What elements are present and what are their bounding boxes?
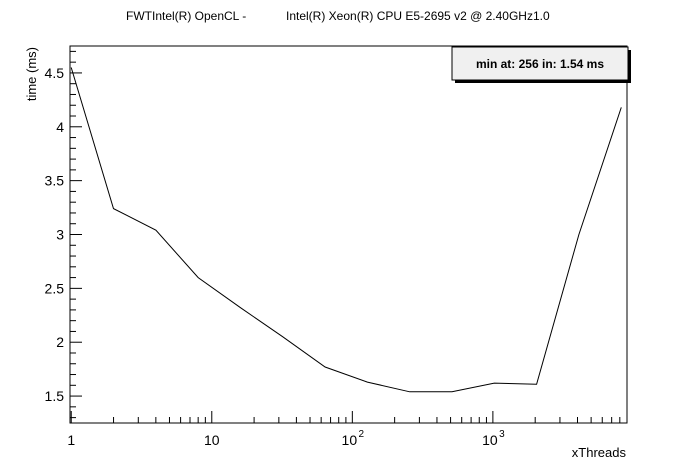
legend-box: min at: 256 in: 1.54 ms [451,46,631,83]
chart-title-left: FWTIntel(R) OpenCL - [126,9,246,23]
plot-frame [69,45,628,424]
x-axis-label: xThreads [572,445,627,460]
y-tick-label: 3.5 [45,173,65,189]
y-tick-label: 2.5 [45,280,65,296]
x-tick-label: 10 [342,432,358,448]
series-line [70,67,622,393]
legend-panel [451,46,629,81]
y-tick-label: 2 [56,334,64,350]
x-tick-exponent: 3 [499,429,505,440]
y-tick-label: 1.5 [45,388,65,404]
x-tick-label: 1 [67,432,75,448]
y-axis-ticks: 1.5 2 2.5 3 3.5 4 4.5 [45,50,82,419]
y-tick-label: 3 [56,227,64,243]
chart-title-right: Intel(R) Xeon(R) CPU E5-2695 v2 @ 2.40GH… [286,9,550,23]
x-tick-exponent: 2 [359,429,365,440]
y-tick-label: 4 [56,119,64,135]
series-layer [70,67,622,393]
x-tick-label: 10 [482,432,498,448]
y-axis-label: time (ms) [24,47,39,101]
x-tick-label: 10 [204,432,220,448]
x-axis-ticks: 1 10 10 2 10 3 [67,411,628,448]
legend-text: min at: 256 in: 1.54 ms [476,57,604,71]
y-tick-label: 4.5 [45,65,65,81]
